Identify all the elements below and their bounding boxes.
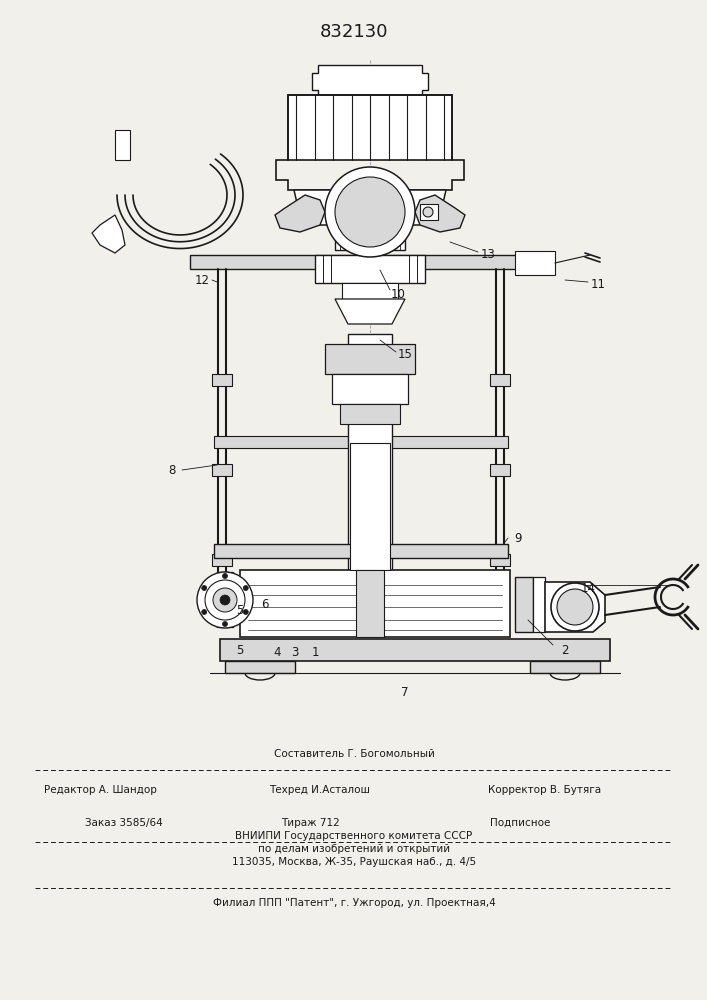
Text: 5: 5 — [236, 603, 244, 616]
Text: 10: 10 — [390, 288, 405, 302]
Text: 13: 13 — [481, 248, 496, 261]
Circle shape — [223, 574, 228, 578]
Text: 8: 8 — [168, 464, 175, 477]
Text: 4: 4 — [273, 646, 281, 658]
Bar — [490, 374, 510, 386]
Bar — [332, 374, 408, 404]
Text: 14: 14 — [580, 582, 595, 594]
Bar — [214, 544, 508, 558]
Bar — [420, 204, 438, 220]
Circle shape — [205, 580, 245, 620]
Text: 12: 12 — [194, 273, 209, 286]
Bar — [225, 661, 295, 673]
Bar — [115, 130, 130, 160]
Bar — [240, 570, 510, 637]
Text: Корректор В. Бутяга: Корректор В. Бутяга — [489, 785, 602, 795]
Bar — [214, 436, 508, 448]
Text: по делам изобретений и открытий: по делам изобретений и открытий — [258, 844, 450, 854]
Text: Заказ 3585/64: Заказ 3585/64 — [85, 818, 163, 828]
Text: Составитель Г. Богомольный: Составитель Г. Богомольный — [274, 749, 434, 759]
Polygon shape — [92, 215, 125, 253]
Bar — [335, 232, 405, 250]
Text: Тираж 712: Тираж 712 — [281, 818, 339, 828]
Text: 11: 11 — [590, 278, 605, 292]
Text: 7: 7 — [402, 686, 409, 698]
Text: Техред И.Асталош: Техред И.Асталош — [269, 785, 370, 795]
Text: 6: 6 — [262, 598, 269, 611]
Circle shape — [197, 572, 253, 628]
Circle shape — [551, 583, 599, 631]
Circle shape — [423, 207, 433, 217]
Bar — [340, 404, 400, 424]
Circle shape — [335, 177, 405, 247]
Bar — [356, 570, 384, 637]
Bar — [212, 464, 232, 476]
Text: 113035, Москва, Ж-35, Раушская наб., д. 4/5: 113035, Москва, Ж-35, Раушская наб., д. … — [232, 857, 476, 867]
Bar — [515, 251, 555, 275]
Bar — [325, 344, 415, 374]
Bar — [515, 577, 533, 632]
Polygon shape — [415, 195, 465, 232]
Text: Редактор А. Шандор: Редактор А. Шандор — [44, 785, 156, 795]
Bar — [342, 283, 398, 299]
Bar — [212, 374, 232, 386]
Text: 2: 2 — [561, 644, 568, 656]
Circle shape — [557, 589, 593, 625]
Text: Филиал ППП "Патент", г. Ужгород, ул. Проектная,4: Филиал ППП "Патент", г. Ужгород, ул. Про… — [213, 898, 496, 908]
Bar — [490, 554, 510, 566]
Text: Подписное: Подписное — [490, 818, 550, 828]
Polygon shape — [545, 582, 605, 632]
Circle shape — [325, 167, 415, 257]
Polygon shape — [335, 299, 405, 324]
Circle shape — [213, 588, 237, 612]
Text: 3: 3 — [291, 646, 298, 658]
Text: 5: 5 — [236, 644, 244, 656]
Bar — [288, 95, 452, 160]
Bar — [350, 443, 390, 570]
Bar — [348, 334, 392, 570]
Circle shape — [223, 621, 228, 626]
Polygon shape — [275, 195, 325, 232]
Circle shape — [201, 585, 206, 590]
Circle shape — [243, 585, 248, 590]
Circle shape — [201, 609, 206, 614]
Bar — [530, 661, 600, 673]
Bar — [217, 572, 233, 627]
Bar — [533, 577, 545, 632]
Bar — [490, 464, 510, 476]
Text: ВНИИПИ Государственного комитета СССР: ВНИИПИ Государственного комитета СССР — [235, 831, 472, 841]
Circle shape — [220, 595, 230, 605]
Text: 832130: 832130 — [320, 23, 388, 41]
Bar — [190, 255, 530, 269]
Text: 15: 15 — [397, 349, 412, 361]
Polygon shape — [294, 190, 446, 225]
Polygon shape — [312, 65, 428, 95]
Circle shape — [243, 609, 248, 614]
Bar — [212, 554, 232, 566]
Bar — [220, 639, 610, 661]
Text: 1: 1 — [311, 646, 319, 658]
Bar — [315, 255, 425, 283]
Text: 9: 9 — [514, 532, 522, 544]
